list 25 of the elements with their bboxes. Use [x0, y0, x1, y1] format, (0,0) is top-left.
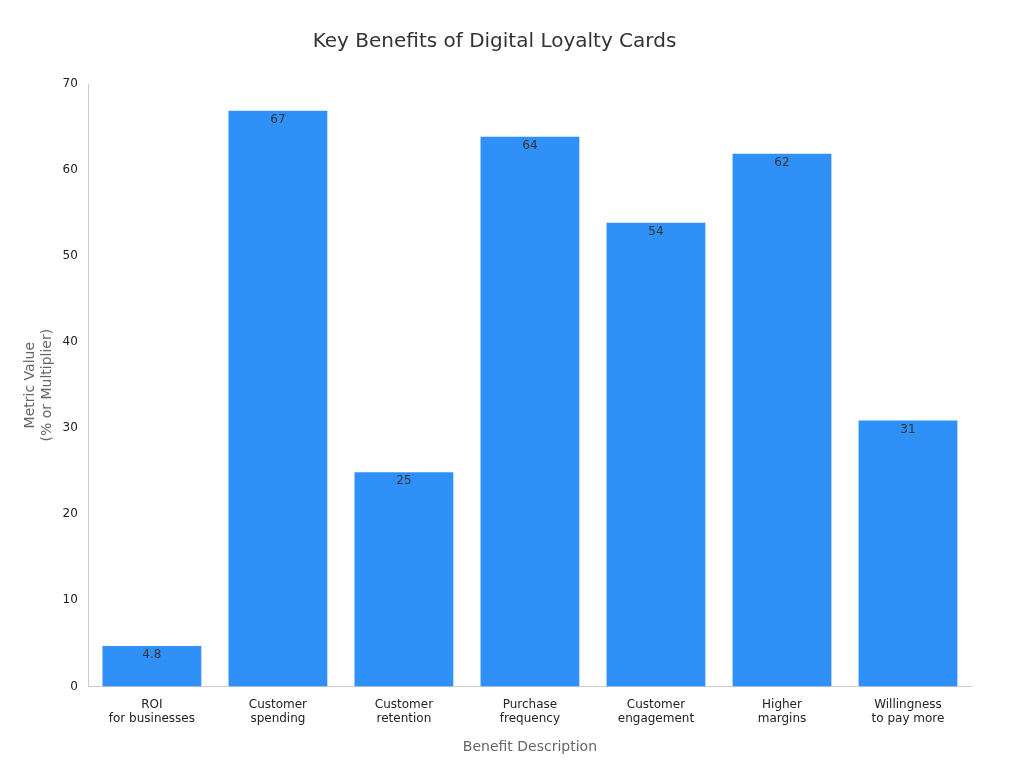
- y-tick-label: 40: [62, 334, 78, 349]
- y-tick-label: 50: [62, 248, 78, 263]
- x-axis-title: Benefit Description: [462, 738, 598, 755]
- data-label: 64: [522, 137, 538, 152]
- x-tick-label: Customer spending: [248, 696, 308, 726]
- y-tick-label: 0: [70, 678, 78, 693]
- x-tick-label: ROI for businesses: [108, 696, 195, 726]
- y-tick-label: 60: [62, 162, 78, 177]
- x-tick-label: Willingness to pay more: [871, 696, 945, 726]
- data-label: 62: [774, 154, 790, 169]
- chart-title: Key Benefits of Digital Loyalty Cards: [312, 28, 677, 53]
- y-tick-label: 30: [62, 420, 78, 435]
- data-label: 67: [270, 111, 286, 126]
- data-label: 54: [648, 223, 664, 238]
- data-label: 25: [396, 473, 412, 488]
- y-tick-label: 10: [62, 592, 78, 607]
- x-tick-label: Customer engagement: [617, 696, 695, 726]
- y-tick-label: 70: [62, 76, 78, 91]
- y-tick-label: 20: [62, 506, 78, 521]
- data-label: 31: [900, 421, 916, 436]
- x-tick-label: Higher margins: [757, 696, 807, 726]
- data-label: 4.8: [142, 647, 162, 662]
- y-axis-title: Metric Value (% or Multiplier): [21, 328, 54, 442]
- x-tick-label: Purchase frequency: [499, 696, 561, 726]
- x-tick-label: Customer retention: [374, 696, 434, 726]
